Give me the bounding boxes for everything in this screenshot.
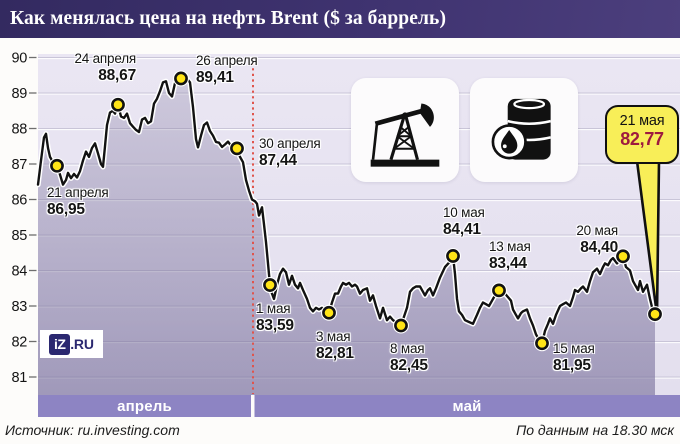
footer-note: По данным на 18.30 мск <box>516 422 674 438</box>
price-area-fill <box>38 78 655 396</box>
annotation-date: 30 апреля <box>259 136 321 151</box>
annotation-value: 83,44 <box>489 255 527 272</box>
data-point-marker <box>263 278 277 292</box>
annotation-value: 84,40 <box>580 239 618 256</box>
y-axis-label: 86 <box>11 193 27 209</box>
izru-logo-mark: iZ <box>49 333 71 355</box>
annotation-date: 10 мая <box>443 205 485 220</box>
dots-layer <box>49 70 663 352</box>
annotation-date: 3 мая <box>316 329 351 344</box>
latest-price-callout: 21 мая 82,77 <box>605 105 679 164</box>
annotation-3-may: 3 мая 82,81 <box>316 329 354 362</box>
price-line <box>36 77 657 345</box>
annotation-date: 26 апреля <box>196 53 258 68</box>
annotation-value: 83,59 <box>256 317 294 334</box>
month-band-may <box>254 395 680 417</box>
data-point-marker <box>230 141 244 156</box>
data-point-marker <box>535 336 549 351</box>
data-point-marker <box>648 307 662 322</box>
annotation-8-may: 8 мая 82,45 <box>390 341 428 374</box>
annotation-value: 87,44 <box>259 152 297 169</box>
month-band-april <box>38 395 251 417</box>
y-axis-label: 87 <box>11 157 27 173</box>
line-layer <box>35 75 658 346</box>
y-axis-label: 88 <box>11 122 27 138</box>
y-axis-label: 81 <box>11 370 27 386</box>
callout-date: 21 мая <box>619 113 665 129</box>
series-layer <box>38 78 655 396</box>
data-point-marker <box>50 158 64 173</box>
oil-barrel-icon <box>470 78 578 182</box>
annotation-15-may: 15 мая 81,95 <box>553 341 595 374</box>
y-axis-label: 85 <box>11 228 27 244</box>
y-axis-label: 89 <box>11 86 27 102</box>
y-axis-label: 90 <box>11 51 27 67</box>
month-label-april: апрель <box>117 398 172 415</box>
annotation-date: 20 мая <box>576 223 618 238</box>
annotation-20-may: 20 мая 84,40 <box>558 223 618 256</box>
footer-source: Источник: ru.investing.com <box>5 422 180 438</box>
data-point-marker <box>111 97 125 112</box>
izru-logo: iZ .RU <box>40 330 103 358</box>
footer: Источник: ru.investing.com По данным на … <box>0 417 680 444</box>
data-point-marker <box>394 318 408 333</box>
annotation-date: 24 апреля <box>74 51 136 66</box>
annotation-value: 88,67 <box>98 67 136 84</box>
annotation-30-apr: 30 апреля 87,44 <box>259 136 321 169</box>
annotation-date: 13 мая <box>489 239 531 254</box>
annotation-value: 81,95 <box>553 357 591 374</box>
annotation-value: 86,95 <box>47 201 85 218</box>
callout-value: 82,77 <box>620 129 664 149</box>
pumpjack-icon <box>351 78 459 182</box>
data-point-marker <box>322 305 336 320</box>
izru-logo-suffix: .RU <box>70 336 94 352</box>
annotation-date: 15 мая <box>553 341 595 356</box>
annotation-21-apr: 21 апреля 86,95 <box>47 185 109 218</box>
annotation-value: 89,41 <box>196 69 234 86</box>
data-point-marker <box>446 249 460 263</box>
header: Как менялась цена на нефть Brent ($ за б… <box>0 0 680 38</box>
annotation-26-apr: 26 апреля 89,41 <box>196 53 258 86</box>
data-point-marker <box>616 249 630 264</box>
month-label-may: май <box>452 398 482 415</box>
annotation-13-may: 13 мая 83,44 <box>489 239 531 272</box>
annotation-date: 8 мая <box>390 341 425 356</box>
annotation-10-may: 10 мая 84,41 <box>443 205 485 238</box>
annotation-date: 21 апреля <box>47 185 109 200</box>
y-axis-label: 84 <box>11 264 27 280</box>
page-title: Как менялась цена на нефть Brent ($ за б… <box>10 8 447 29</box>
data-point-marker <box>174 71 188 86</box>
data-point-marker <box>492 283 506 298</box>
annotation-value: 84,41 <box>443 221 481 238</box>
annotation-24-apr: 24 апреля 88,67 <box>56 51 136 84</box>
annotation-value: 82,81 <box>316 345 354 362</box>
annotation-1-may: 1 мая 83,59 <box>256 301 294 334</box>
y-axis-label: 83 <box>11 299 27 315</box>
y-axis-label: 82 <box>11 335 27 351</box>
annotation-date: 1 мая <box>256 301 291 316</box>
annotation-value: 82,45 <box>390 357 428 374</box>
